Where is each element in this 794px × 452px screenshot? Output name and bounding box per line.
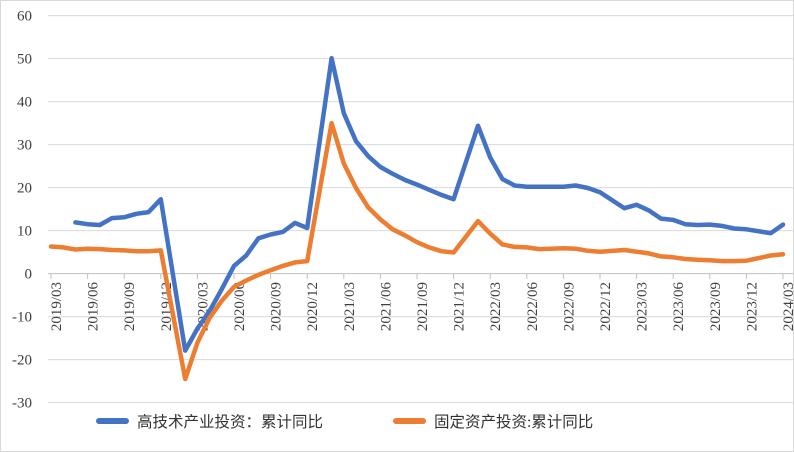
y-axis-label: 0 xyxy=(25,267,33,283)
x-axis-label: 2022/09 xyxy=(561,282,577,331)
y-axis-label: 20 xyxy=(17,181,32,197)
x-axis-label: 2019/06 xyxy=(86,282,102,332)
x-axis-label: 2020/12 xyxy=(305,282,321,331)
y-axis-label: 40 xyxy=(17,95,32,111)
y-axis-label: 10 xyxy=(17,224,32,240)
series-line-1 xyxy=(48,120,786,382)
x-axis-label: 2024/03 xyxy=(781,282,794,331)
x-axis-label: 2021/06 xyxy=(378,282,394,332)
x-axis-label: 2021/12 xyxy=(452,282,468,331)
y-axis-label: -10 xyxy=(12,310,32,326)
legend-swatch-blue-line xyxy=(96,418,129,424)
legend-swatch-orange-line xyxy=(393,418,426,424)
y-axis-label: -30 xyxy=(12,396,32,412)
y-axis-label: 30 xyxy=(17,138,32,154)
x-axis-label: 2022/06 xyxy=(525,282,541,332)
x-axis-label: 2020/09 xyxy=(269,282,285,331)
x-axis-label: 2021/09 xyxy=(415,282,431,331)
x-axis-label: 2020/06 xyxy=(232,282,248,332)
x-axis-label: 2023/03 xyxy=(635,282,651,331)
x-axis-label: 2023/06 xyxy=(671,282,687,332)
x-axis-label: 2019/09 xyxy=(122,282,138,331)
x-axis-label: 2022/12 xyxy=(598,282,614,331)
legend-label-hightech-investment: 高技术产业投资：累计同比 xyxy=(137,414,324,431)
legend: 高技术产业投资：累计同比 固定资产投资:累计同比 xyxy=(1,409,793,439)
x-axis-label: 2023/12 xyxy=(744,282,760,331)
x-axis-label: 2022/03 xyxy=(488,282,504,331)
x-axis-label: 2019/03 xyxy=(49,282,65,331)
legend-item-fixed-asset-investment: 固定资产投资:累计同比 xyxy=(393,409,593,433)
y-axis-label: 50 xyxy=(17,52,32,68)
y-axis-label: -20 xyxy=(12,353,32,369)
series-line-0 xyxy=(73,55,786,353)
y-axis-label: 60 xyxy=(17,9,32,25)
legend-item-hightech-investment: 高技术产业投资：累计同比 xyxy=(96,409,323,433)
x-axis-label: 2021/03 xyxy=(342,282,358,331)
legend-label-fixed-asset-investment: 固定资产投资:累计同比 xyxy=(434,414,594,431)
x-axis-label: 2023/09 xyxy=(708,282,724,331)
